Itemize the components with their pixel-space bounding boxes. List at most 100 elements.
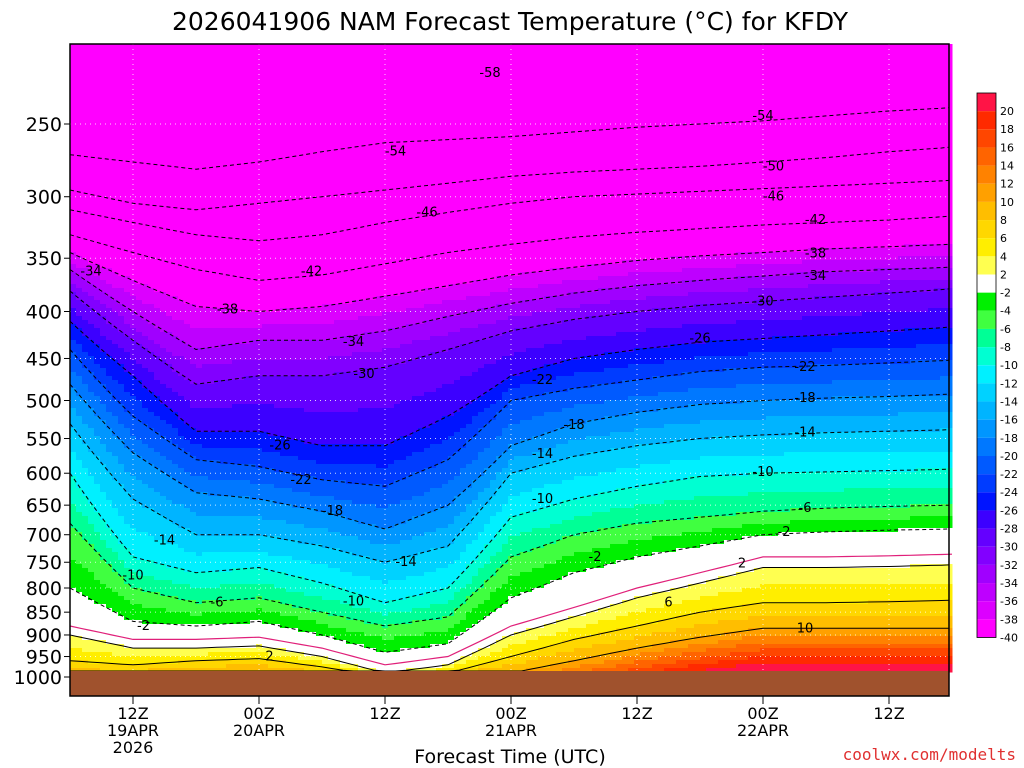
field-cell <box>160 148 167 153</box>
field-cell <box>88 164 95 169</box>
field-cell <box>256 528 263 533</box>
field-cell <box>100 232 107 237</box>
field-cell <box>148 552 155 557</box>
field-cell <box>196 144 203 149</box>
field-cell <box>136 232 143 237</box>
field-cell <box>220 252 227 257</box>
field-cell <box>238 660 245 665</box>
field-cell <box>94 352 101 357</box>
field-cell <box>172 60 179 65</box>
field-cell <box>118 344 125 349</box>
field-cell <box>124 524 131 529</box>
field-cell <box>70 440 77 445</box>
field-cell <box>232 440 239 445</box>
field-cell <box>202 92 209 97</box>
field-cell <box>160 140 167 145</box>
field-cell <box>118 224 125 229</box>
field-cell <box>238 384 245 389</box>
field-cell <box>226 212 233 217</box>
field-cell <box>220 352 227 357</box>
field-cell <box>136 600 143 605</box>
field-cell <box>106 288 113 293</box>
field-cell <box>172 100 179 105</box>
field-cell <box>232 48 239 53</box>
field-cell <box>184 640 191 645</box>
field-cell <box>100 536 107 541</box>
field-cell <box>94 540 101 545</box>
field-cell <box>136 356 143 361</box>
field-cell <box>166 124 173 129</box>
field-cell <box>94 400 101 405</box>
field-cell <box>178 248 185 253</box>
field-cell <box>214 152 221 157</box>
field-cell <box>208 612 215 617</box>
field-cell <box>214 76 221 81</box>
field-cell <box>214 384 221 389</box>
field-cell <box>88 484 95 489</box>
field-cell <box>76 88 83 93</box>
field-cell <box>70 372 77 377</box>
field-cell <box>106 452 113 457</box>
field-cell <box>238 432 245 437</box>
field-cell <box>106 416 113 421</box>
field-cell <box>238 268 245 273</box>
field-cell <box>82 244 89 249</box>
field-cell <box>136 656 143 661</box>
field-cell <box>166 640 173 645</box>
field-cell <box>118 288 125 293</box>
field-cell <box>100 508 107 513</box>
field-cell <box>208 244 215 249</box>
field-cell <box>202 172 209 177</box>
field-cell <box>172 456 179 461</box>
field-cell <box>178 608 185 613</box>
field-cell <box>166 116 173 121</box>
field-cell <box>232 240 239 245</box>
field-cell <box>76 620 83 625</box>
field-cell <box>76 180 83 185</box>
field-cell <box>232 220 239 225</box>
field-cell <box>196 512 203 517</box>
field-cell <box>70 412 77 417</box>
field-cell <box>196 324 203 329</box>
field-cell <box>106 100 113 105</box>
field-cell <box>166 180 173 185</box>
field-cell <box>160 220 167 225</box>
field-cell <box>160 452 167 457</box>
field-cell <box>244 60 251 65</box>
field-cell <box>106 76 113 81</box>
field-cell <box>76 384 83 389</box>
field-cell <box>82 540 89 545</box>
field-cell <box>142 228 149 233</box>
field-cell <box>88 296 95 301</box>
field-cell <box>232 92 239 97</box>
field-cell <box>250 648 257 653</box>
field-cell <box>250 508 257 513</box>
field-cell <box>148 212 155 217</box>
field-cell <box>154 340 161 345</box>
field-cell <box>190 136 197 141</box>
field-cell <box>136 76 143 81</box>
field-cell <box>190 140 197 145</box>
field-cell <box>184 172 191 177</box>
field-cell <box>172 52 179 57</box>
field-cell <box>214 68 221 73</box>
field-cell <box>100 312 107 317</box>
field-cell <box>94 584 101 589</box>
field-cell <box>76 212 83 217</box>
field-cell <box>136 100 143 105</box>
field-cell <box>94 604 101 609</box>
field-cell <box>232 180 239 185</box>
field-cell <box>160 624 167 629</box>
field-cell <box>154 432 161 437</box>
field-cell <box>148 596 155 601</box>
field-cell <box>112 624 119 629</box>
field-cell <box>118 504 125 509</box>
field-cell <box>202 500 209 505</box>
field-cell <box>214 364 221 369</box>
field-cell <box>76 80 83 85</box>
field-cell <box>148 72 155 77</box>
field-cell <box>166 136 173 141</box>
field-cell <box>118 560 125 565</box>
field-cell <box>202 496 209 501</box>
field-cell <box>148 260 155 265</box>
